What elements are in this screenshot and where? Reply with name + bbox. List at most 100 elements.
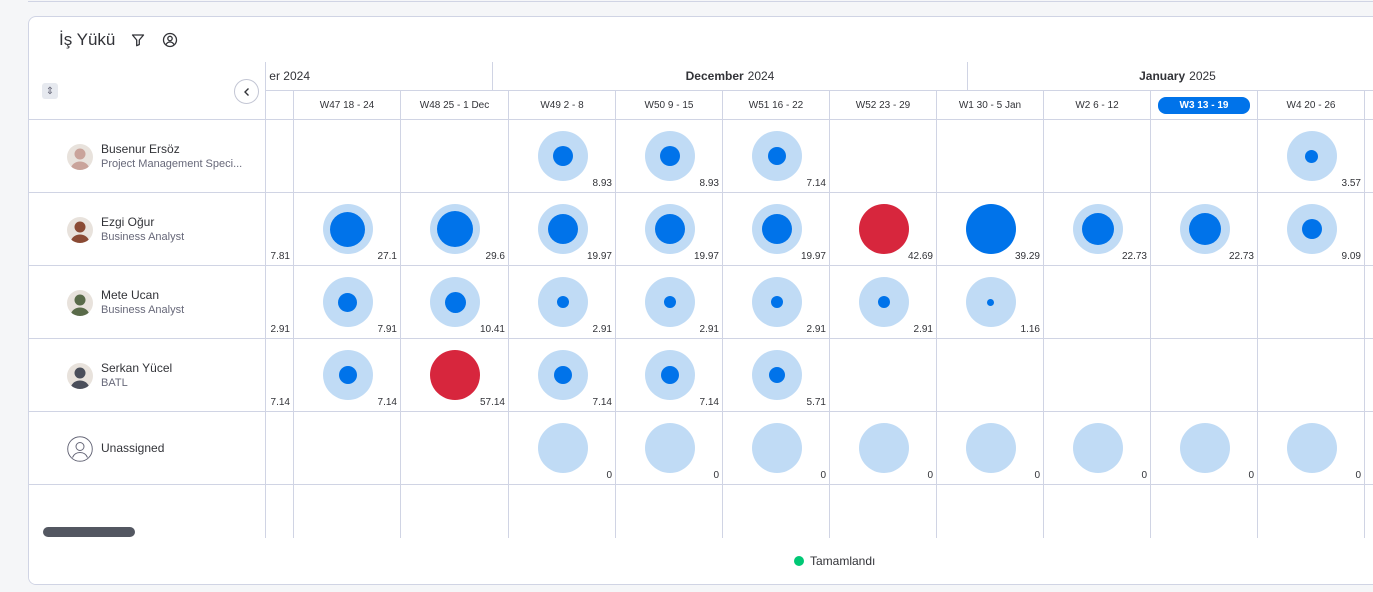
load-value: 5.71	[806, 397, 826, 408]
week-header[interactable]: W48 25 - 1 Dec	[401, 91, 509, 120]
avatar	[67, 217, 93, 243]
sort-icon[interactable]: ⇕	[42, 83, 58, 99]
workload-cell[interactable]: 19.97	[616, 193, 723, 266]
person-row[interactable]: Serkan Yücel BATL	[29, 339, 266, 412]
workload-cell[interactable]: 0	[616, 412, 723, 485]
workload-cell[interactable]: 2.91	[723, 266, 830, 339]
workload-cell[interactable]: 0	[509, 412, 616, 485]
workload-cell[interactable]	[1365, 120, 1373, 193]
workload-cell[interactable]: 19.97	[509, 193, 616, 266]
workload-cell[interactable]	[1151, 266, 1258, 339]
workload-cell[interactable]: 0	[1258, 412, 1365, 485]
workload-cell[interactable]: 7.14	[266, 339, 294, 412]
workload-cell[interactable]: 22.73	[1151, 193, 1258, 266]
workload-cell[interactable]	[937, 339, 1044, 412]
workload-cell[interactable]: 0	[1151, 412, 1258, 485]
week-header[interactable]: W4 20 - 26	[1258, 91, 1365, 120]
workload-cell[interactable]: 10.41	[401, 266, 509, 339]
load-bubble[interactable]	[644, 423, 695, 473]
workload-cell[interactable]: 22.73	[1044, 193, 1151, 266]
load-bubble[interactable]	[1179, 423, 1230, 473]
workload-cell[interactable]: 2.91	[616, 266, 723, 339]
workload-cell[interactable]: 7.14	[723, 120, 830, 193]
week-header[interactable]: W3 13 - 19	[1151, 91, 1258, 120]
workload-cell[interactable]	[266, 412, 294, 485]
week-header[interactable]	[1365, 91, 1373, 120]
workload-cell[interactable]	[294, 120, 401, 193]
workload-cell[interactable]	[1365, 193, 1373, 266]
load-bubble[interactable]	[858, 423, 909, 473]
load-bubble[interactable]	[1286, 423, 1337, 473]
load-bubble[interactable]	[858, 204, 909, 254]
workload-cell[interactable]: 9.09	[1258, 193, 1365, 266]
week-header[interactable]: W2 6 - 12	[1044, 91, 1151, 120]
workload-cell[interactable]: 42.69	[830, 193, 937, 266]
person-row[interactable]: Unassigned	[29, 412, 266, 485]
workload-cell[interactable]: 29.6	[401, 193, 509, 266]
month-name: January	[1139, 69, 1186, 83]
workload-cell[interactable]: 8.93	[616, 120, 723, 193]
workload-cell[interactable]: 8.93	[509, 120, 616, 193]
workload-cell[interactable]: 0	[1044, 412, 1151, 485]
week-label: W2 6 - 12	[1075, 100, 1119, 111]
load-bubble[interactable]	[965, 204, 1016, 254]
workload-cell[interactable]	[1258, 266, 1365, 339]
workload-cell[interactable]: 1.16	[937, 266, 1044, 339]
week-header[interactable]: W1 30 - 5 Jan	[937, 91, 1044, 120]
workload-cell[interactable]: 57.14	[401, 339, 509, 412]
workload-cell[interactable]: 39.29	[937, 193, 1044, 266]
person-row[interactable]: Mete Ucan Business Analyst	[29, 266, 266, 339]
workload-cell[interactable]: 7.91	[294, 266, 401, 339]
workload-cell[interactable]: 5.71	[723, 339, 830, 412]
person-icon[interactable]	[161, 31, 179, 49]
load-bubble[interactable]	[965, 423, 1016, 473]
workload-cell[interactable]	[830, 120, 937, 193]
workload-cell[interactable]	[1151, 120, 1258, 193]
workload-cell[interactable]	[937, 120, 1044, 193]
week-header[interactable]: W49 2 - 8	[509, 91, 616, 120]
workload-cell[interactable]: 7.14	[294, 339, 401, 412]
week-header[interactable]	[266, 91, 294, 120]
week-label: W3 13 - 19	[1157, 97, 1251, 114]
workload-cell[interactable]	[1044, 266, 1151, 339]
collapse-panel-button[interactable]	[234, 79, 259, 104]
workload-cell[interactable]	[1258, 339, 1365, 412]
horizontal-scrollbar[interactable]	[43, 527, 135, 537]
workload-cell[interactable]: 27.1	[294, 193, 401, 266]
workload-cell[interactable]	[1365, 266, 1373, 339]
load-bubble[interactable]	[537, 423, 588, 473]
person-row[interactable]: Busenur Ersöz Project Management Speci...	[29, 120, 266, 193]
load-bubble[interactable]	[1072, 423, 1123, 473]
workload-cell[interactable]	[294, 412, 401, 485]
load-bubble[interactable]	[751, 423, 802, 473]
week-header[interactable]: W47 18 - 24	[294, 91, 401, 120]
workload-cell[interactable]: 2.91	[830, 266, 937, 339]
workload-cell[interactable]	[401, 120, 509, 193]
week-header[interactable]: W50 9 - 15	[616, 91, 723, 120]
workload-cell[interactable]: 7.14	[616, 339, 723, 412]
workload-cell[interactable]	[1365, 339, 1373, 412]
workload-cell[interactable]	[1044, 120, 1151, 193]
workload-cell[interactable]: 7.14	[509, 339, 616, 412]
workload-cell[interactable]	[266, 120, 294, 193]
week-header[interactable]: W51 16 - 22	[723, 91, 830, 120]
workload-cell[interactable]	[1151, 339, 1258, 412]
workload-cell[interactable]	[1044, 339, 1151, 412]
workload-cell[interactable]: 2.91	[509, 266, 616, 339]
workload-cell[interactable]: 3.57	[1258, 120, 1365, 193]
workload-cell[interactable]: 0	[723, 412, 830, 485]
workload-cell[interactable]: 0	[937, 412, 1044, 485]
person-role: Business Analyst	[101, 231, 185, 243]
week-header[interactable]: W52 23 - 29	[830, 91, 937, 120]
workload-cell[interactable]: 7.81	[266, 193, 294, 266]
person-row[interactable]: Ezgi Oğur Business Analyst	[29, 193, 266, 266]
load-bubble[interactable]	[430, 350, 480, 400]
workload-cell[interactable]	[401, 412, 509, 485]
load-value: 0	[606, 470, 612, 481]
workload-cell[interactable]: 2.91	[266, 266, 294, 339]
workload-cell[interactable]	[830, 339, 937, 412]
workload-cell[interactable]: 0	[830, 412, 937, 485]
workload-cell[interactable]: 19.97	[723, 193, 830, 266]
filter-icon[interactable]	[129, 31, 147, 49]
workload-cell[interactable]	[1365, 412, 1373, 485]
